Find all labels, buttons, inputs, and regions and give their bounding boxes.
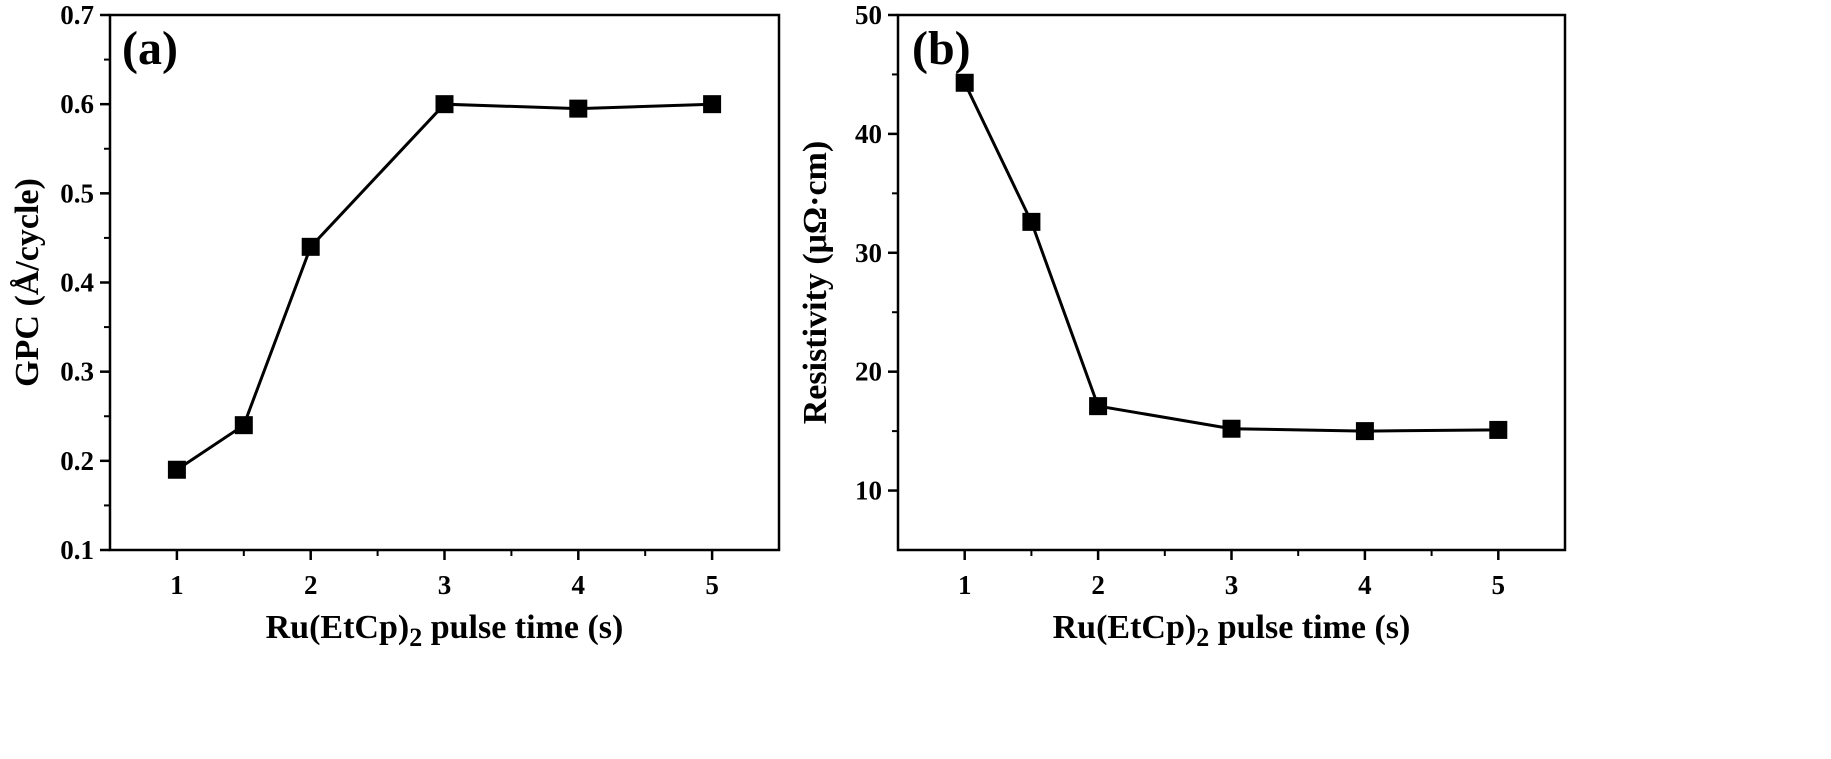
data-point-marker [435, 95, 454, 114]
y-tick-label: 0.2 [60, 446, 94, 476]
y-tick-label: 10 [855, 476, 882, 506]
x-tick-label: 3 [1225, 570, 1239, 600]
x-tick-label: 1 [170, 570, 184, 600]
data-point-marker [1022, 212, 1041, 231]
y-tick-label: 0.7 [60, 0, 94, 30]
y-tick-label: 0.3 [60, 357, 94, 387]
x-axis-title: Ru(EtCp)2 pulse time (s) [1053, 609, 1411, 652]
x-tick-label: 5 [705, 570, 719, 600]
x-axis-title: Ru(EtCp)2 pulse time (s) [266, 609, 624, 652]
series-line [176, 102, 713, 472]
y-tick-label: 20 [855, 357, 882, 387]
panel-label: (b) [912, 22, 971, 75]
y-tick-label: 0.6 [60, 89, 94, 119]
y-axis-title: Resistivity (μΩ·cm) [797, 141, 834, 425]
data-point-marker [703, 95, 722, 114]
x-tick-label: 2 [304, 570, 318, 600]
y-tick-labels: 10 20 30 40 50 [855, 0, 882, 506]
x-tick-label: 1 [958, 570, 972, 600]
x-tick-label: 4 [1358, 570, 1372, 600]
y-tick-label: 50 [855, 0, 882, 30]
y-tick-label: 0.5 [60, 178, 94, 208]
x-tick-labels: 1 2 3 4 5 [170, 570, 719, 600]
series-line [963, 82, 1499, 433]
data-markers [167, 95, 722, 479]
data-point-marker [301, 237, 320, 256]
data-point-marker [1355, 422, 1374, 441]
tick-marks [100, 13, 714, 560]
y-tick-label: 40 [855, 119, 882, 149]
y-tick-labels: 0.1 0.2 0.3 0.4 0.5 0.6 0.7 [60, 0, 94, 565]
data-markers [955, 73, 1508, 441]
y-tick-label: 0.1 [60, 535, 94, 565]
data-point-marker [569, 99, 588, 118]
x-tick-label: 3 [438, 570, 452, 600]
y-tick-label: 0.4 [60, 268, 94, 298]
data-point-marker [1089, 397, 1108, 416]
y-tick-label: 30 [855, 238, 882, 268]
data-point-marker [234, 416, 253, 435]
tick-marks [888, 13, 1500, 560]
data-point-marker [955, 73, 974, 92]
chart-panel-a: 0.1 0.2 0.3 0.4 0.5 0.6 0.7 1 2 3 4 5 (a) Ru(EtCp)… [9, 0, 781, 652]
chart-panel-b: 10 20 30 40 50 1 2 3 4 5 (b) Ru(EtCp)2 pulse tim… [797, 0, 1567, 652]
x-tick-labels: 1 2 3 4 5 [958, 570, 1505, 600]
x-tick-label: 4 [572, 570, 586, 600]
data-point-marker [1489, 420, 1508, 439]
x-tick-label: 5 [1492, 570, 1506, 600]
x-tick-label: 2 [1091, 570, 1105, 600]
y-axis-title: GPC (Å/cycle) [9, 178, 46, 387]
panel-label: (a) [122, 22, 178, 75]
data-point-marker [1222, 419, 1241, 438]
data-point-marker [167, 460, 186, 479]
